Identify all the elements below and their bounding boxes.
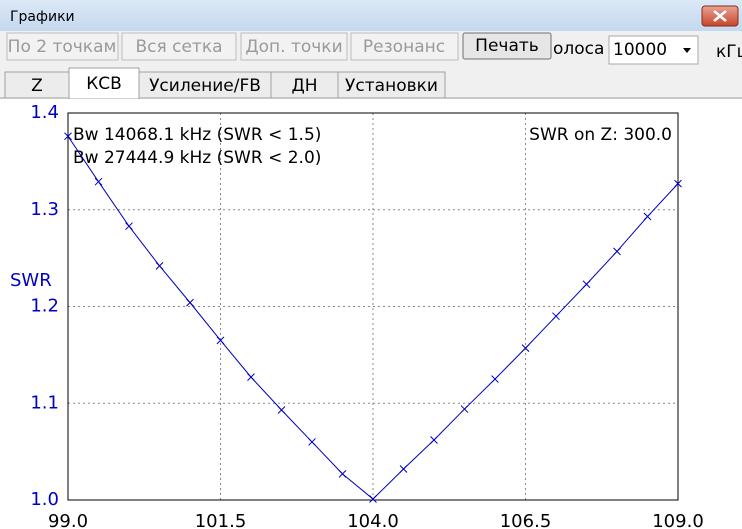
y-tick-label: 1.0 (30, 489, 59, 510)
title-bar (0, 0, 742, 31)
band-label: олоса (553, 39, 604, 59)
tab-label: ДН (291, 76, 317, 96)
window-title: Графики (10, 9, 75, 25)
band-combobox[interactable]: 10000 (608, 35, 699, 65)
point-marker (399, 465, 408, 473)
point-marker (613, 247, 621, 256)
tab-shape (68, 67, 140, 100)
x-tick-label: 101.5 (195, 511, 247, 529)
band-unit: кГц (716, 42, 742, 62)
point-marker (216, 336, 225, 345)
point-marker (64, 132, 72, 141)
button-label: Резонанс (363, 37, 445, 57)
point-marker (491, 375, 499, 383)
y-tick-label: 1.4 (30, 102, 59, 123)
tab[interactable]: ДН (270, 71, 339, 99)
point-marker (186, 298, 194, 307)
point-marker (552, 312, 560, 321)
tab-label: Z (31, 76, 43, 96)
annotation: Bw 27444.9 kHz (SWR < 2.0) (73, 148, 321, 168)
tab-shape (4, 71, 70, 99)
button-label: Доп. точки (245, 37, 342, 57)
point-marker (582, 280, 591, 289)
tab-label: КСВ (86, 74, 122, 94)
point-marker (369, 495, 377, 503)
chart: 1.0 1.1 1.2 1.3 1.4 99.0 101.5 104.0 106.5 109.0 S… (10, 102, 704, 529)
point-marker (674, 179, 682, 188)
close-button[interactable] (701, 5, 739, 27)
tab[interactable]: Усиление/FB (138, 71, 272, 99)
tab-shape (270, 71, 339, 99)
x-tick-label: 104.0 (347, 511, 399, 529)
band-value: 10000 (613, 40, 667, 60)
point-marker (247, 373, 255, 381)
tab[interactable]: Установки (337, 71, 446, 99)
point-marker (155, 262, 164, 270)
tab-label: Усиление/FB (149, 76, 261, 96)
plot-frame (67, 112, 679, 501)
tab-strip: Z КСВ Усиление/FB ДН Установки (4, 67, 446, 100)
tab-label: Установки (345, 76, 438, 96)
point-marker (125, 222, 133, 231)
x-tick-label: 106.5 (500, 511, 552, 529)
annotation: Bw 14068.1 kHz (SWR < 1.5) (73, 125, 321, 145)
tab[interactable]: КСВ (68, 67, 140, 100)
annotation: SWR on Z: 300.0 (529, 125, 672, 145)
point-marker (277, 406, 286, 414)
button[interactable]: Резонанс (350, 32, 459, 61)
y-axis-label: SWR (10, 270, 52, 291)
tab-shape (337, 71, 446, 99)
y-tick-label: 1.3 (30, 199, 59, 220)
button[interactable]: Печать (462, 32, 552, 60)
point-marker (643, 212, 652, 221)
button-label: Печать (475, 36, 539, 56)
tab[interactable]: Z (4, 71, 70, 99)
button-label: Вся сетка (135, 37, 222, 57)
point-marker (308, 438, 316, 446)
button-label: По 2 точкам (8, 37, 117, 57)
y-tick-label: 1.2 (30, 296, 59, 317)
tab-shape (138, 71, 272, 99)
y-tick-label: 1.1 (30, 392, 59, 413)
button[interactable]: Вся сетка (121, 32, 237, 61)
x-tick-label: 109.0 (652, 511, 704, 529)
point-marker (94, 177, 103, 186)
chart-area (0, 99, 742, 529)
button[interactable]: Доп. точки (240, 32, 348, 61)
point-marker (460, 405, 469, 413)
point-marker (430, 436, 438, 444)
x-tick-label: 99.0 (48, 511, 88, 529)
button[interactable]: По 2 точкам (6, 32, 119, 61)
point-marker (521, 344, 530, 352)
point-marker (338, 470, 347, 478)
